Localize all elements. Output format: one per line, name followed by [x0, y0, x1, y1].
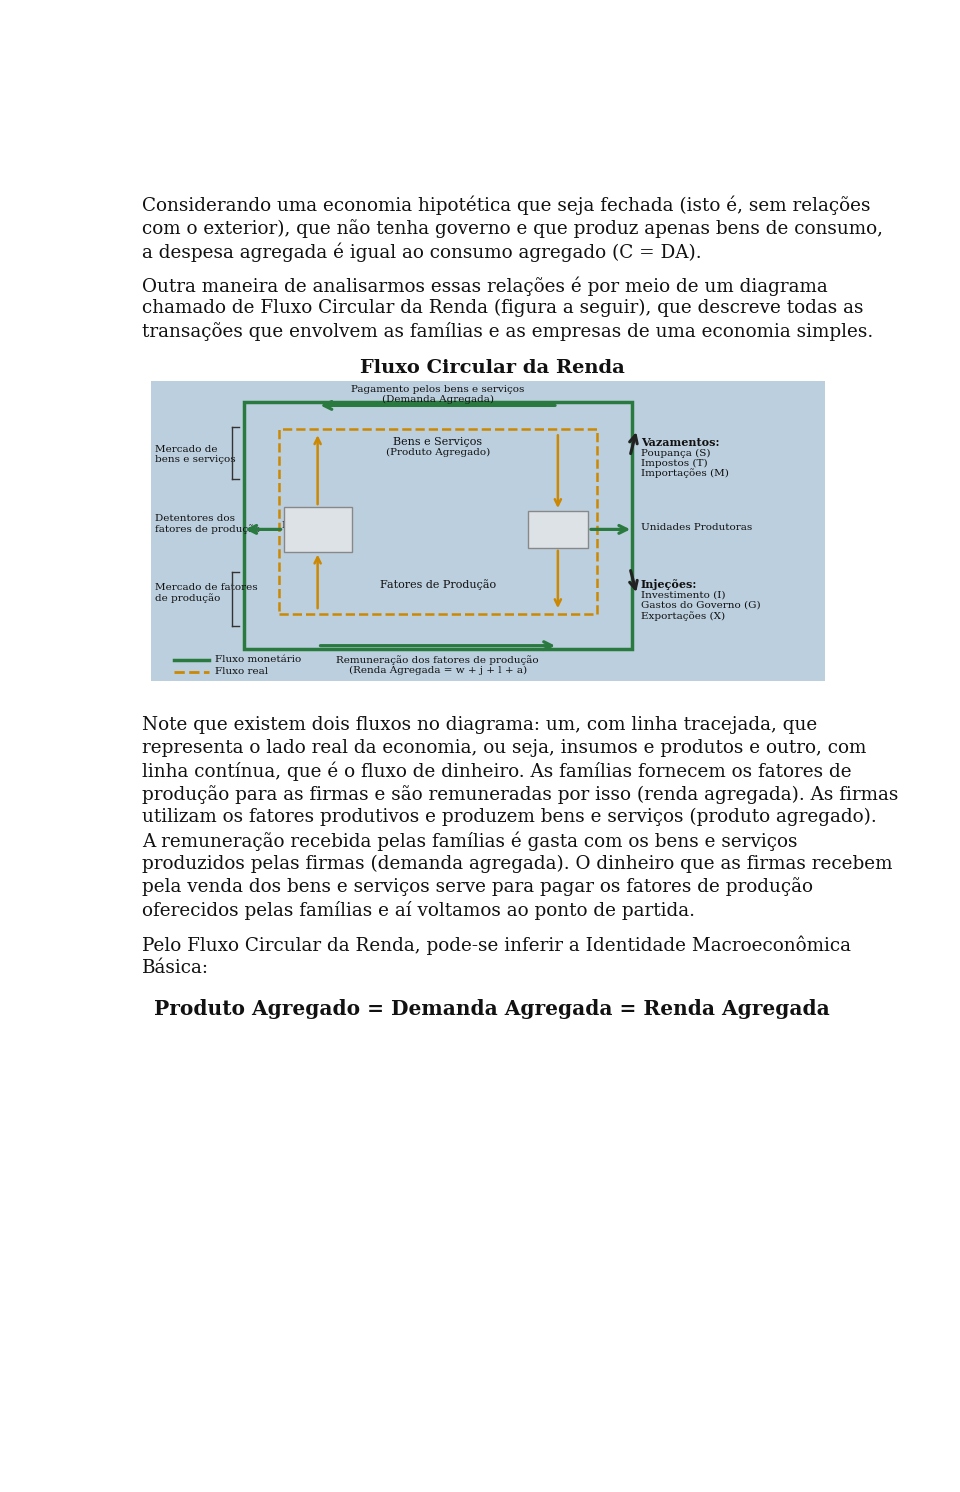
Text: Detentores dos: Detentores dos	[155, 513, 235, 524]
Text: Produto Agregado = Demanda Agregada = Renda Agregada: Produto Agregado = Demanda Agregada = Re…	[155, 1000, 829, 1019]
Text: produzidos pelas firmas (demanda agregada). O dinheiro que as firmas recebem: produzidos pelas firmas (demanda agregad…	[142, 855, 892, 873]
Text: Fluxo monetário: Fluxo monetário	[214, 655, 300, 664]
Text: (Renda Agregada = w + j + l + a): (Renda Agregada = w + j + l + a)	[348, 665, 527, 674]
Text: fatores de produção: fatores de produção	[155, 524, 260, 534]
Text: bens e serviços: bens e serviços	[155, 455, 235, 464]
Text: A remuneração recebida pelas famílias é gasta com os bens e serviços: A remuneração recebida pelas famílias é …	[142, 831, 797, 850]
Text: Bens e Serviços: Bens e Serviços	[394, 437, 482, 448]
Bar	[528, 510, 588, 548]
Bar	[151, 380, 826, 680]
Text: Remuneração dos fatores de produção: Remuneração dos fatores de produção	[336, 655, 540, 665]
Text: Pelo Fluxo Circular da Renda, pode-se inferir a Identidade Macroeconômica: Pelo Fluxo Circular da Renda, pode-se in…	[142, 935, 851, 955]
Text: transações que envolvem as famílias e as empresas de uma economia simples.: transações que envolvem as famílias e as…	[142, 322, 873, 342]
Text: (Produto Agregado): (Produto Agregado)	[386, 448, 490, 457]
Text: Note que existem dois fluxos no diagrama: um, com linha tracejada, que: Note que existem dois fluxos no diagrama…	[142, 716, 817, 734]
Text: Considerando uma economia hipotética que seja fechada (isto é, sem relações: Considerando uma economia hipotética que…	[142, 195, 870, 215]
Text: Firmas: Firmas	[540, 525, 576, 534]
Text: Fluxo Circular da Renda: Fluxo Circular da Renda	[360, 360, 624, 377]
Text: com o exterior), que não tenha governo e que produz apenas bens de consumo,: com o exterior), que não tenha governo e…	[142, 219, 882, 239]
Text: (Demanda Agregada): (Demanda Agregada)	[382, 395, 493, 404]
Text: Vazamentos:: Vazamentos:	[641, 437, 719, 448]
Text: famílias: famílias	[298, 534, 338, 543]
Text: produção para as firmas e são remuneradas por isso (renda agregada). As firmas: produção para as firmas e são remunerada…	[142, 785, 898, 804]
Text: Injeções:: Injeções:	[641, 579, 697, 591]
Text: a despesa agregada é igual ao consumo agregado (C = DA).: a despesa agregada é igual ao consumo ag…	[142, 242, 702, 261]
Text: representa o lado real da economia, ou seja, insumos e produtos e outro, com: representa o lado real da economia, ou s…	[142, 739, 866, 756]
Text: Pagamento pelos bens e serviços: Pagamento pelos bens e serviços	[351, 385, 524, 394]
Text: Básica:: Básica:	[142, 959, 208, 977]
Text: linha contínua, que é o fluxo de dinheiro. As famílias fornecem os fatores de: linha contínua, que é o fluxo de dinheir…	[142, 762, 852, 782]
Bar	[283, 507, 351, 552]
Text: Mercado de: Mercado de	[155, 445, 217, 454]
Text: utilizam os fatores produtivos e produzem bens e serviços (produto agregado).: utilizam os fatores produtivos e produze…	[142, 809, 876, 827]
Text: Mercado de fatores: Mercado de fatores	[155, 583, 257, 592]
Text: Unidades Produtoras: Unidades Produtoras	[641, 524, 752, 533]
Bar	[278, 430, 596, 615]
Text: Impostos (T): Impostos (T)	[641, 458, 708, 467]
Text: Fatores de Produção: Fatores de Produção	[380, 579, 495, 591]
Text: chamado de Fluxo Circular da Renda (figura a seguir), que descreve todas as: chamado de Fluxo Circular da Renda (figu…	[142, 300, 863, 318]
Text: Importações (M): Importações (M)	[641, 468, 729, 479]
Text: Poupança (S): Poupança (S)	[641, 449, 710, 458]
Text: oferecidos pelas famílias e aí voltamos ao ponto de partida.: oferecidos pelas famílias e aí voltamos …	[142, 901, 695, 919]
Text: Outra maneira de analisarmos essas relações é por meio de um diagrama: Outra maneira de analisarmos essas relaç…	[142, 276, 828, 295]
Text: Fluxo real: Fluxo real	[214, 667, 268, 676]
Bar	[244, 403, 632, 649]
Text: Indivíduos ou: Indivíduos ou	[282, 521, 353, 530]
Text: pela venda dos bens e serviços serve para pagar os fatores de produção: pela venda dos bens e serviços serve par…	[142, 877, 813, 897]
Text: Exportações (X): Exportações (X)	[641, 612, 725, 621]
Text: de produção: de produção	[155, 594, 220, 603]
Text: Investimento (I): Investimento (I)	[641, 591, 726, 600]
Text: Gastos do Governo (G): Gastos do Governo (G)	[641, 601, 760, 610]
